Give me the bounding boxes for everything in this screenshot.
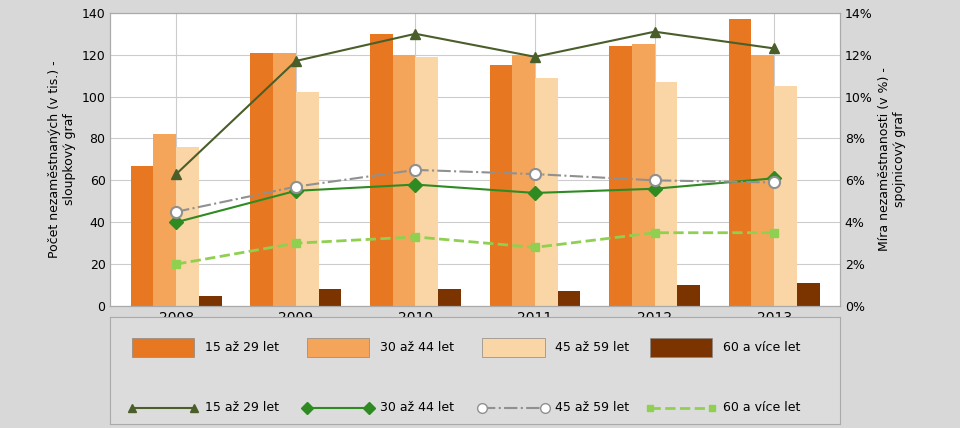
Bar (273, 53, 296, 306)
Bar (393, 55, 416, 306)
Bar (490, 65, 513, 306)
Bar (251, 53, 273, 306)
Bar (535, 78, 558, 306)
Bar (154, 134, 177, 306)
Text: 60 a více let: 60 a více let (723, 341, 801, 354)
Text: 60 a více let: 60 a více let (723, 401, 801, 414)
Bar (416, 57, 438, 306)
Bar (132, 338, 194, 357)
Bar (307, 338, 370, 357)
Bar (729, 19, 752, 306)
Bar (752, 55, 774, 306)
Text: 45 až 59 let: 45 až 59 let (556, 401, 630, 414)
Bar (650, 338, 712, 357)
Bar (678, 285, 700, 306)
Text: 15 až 29 let: 15 až 29 let (205, 401, 279, 414)
Bar (131, 166, 154, 306)
Y-axis label: Počet nezaměstnaných (v tis.) -
sloupkový graf: Počet nezaměstnaných (v tis.) - sloupkov… (48, 61, 76, 258)
Bar (319, 289, 341, 306)
Bar (199, 296, 222, 306)
Bar (558, 291, 581, 306)
Bar (632, 44, 655, 306)
Text: 30 až 44 let: 30 až 44 let (380, 341, 454, 354)
Bar (610, 46, 632, 306)
Bar (513, 55, 535, 306)
Bar (438, 289, 461, 306)
Bar (296, 92, 319, 306)
Bar (655, 82, 678, 306)
Bar (774, 86, 797, 306)
Bar (370, 34, 393, 306)
Bar (177, 147, 199, 306)
Bar (797, 283, 820, 306)
Text: 30 až 44 let: 30 až 44 let (380, 401, 454, 414)
Bar (483, 338, 544, 357)
Y-axis label: Míra nezaměstnanosti (v %) -
spojnicový graf: Míra nezaměstnanosti (v %) - spojnicový … (878, 68, 906, 251)
Text: 45 až 59 let: 45 až 59 let (556, 341, 630, 354)
Text: 15 až 29 let: 15 až 29 let (205, 341, 279, 354)
